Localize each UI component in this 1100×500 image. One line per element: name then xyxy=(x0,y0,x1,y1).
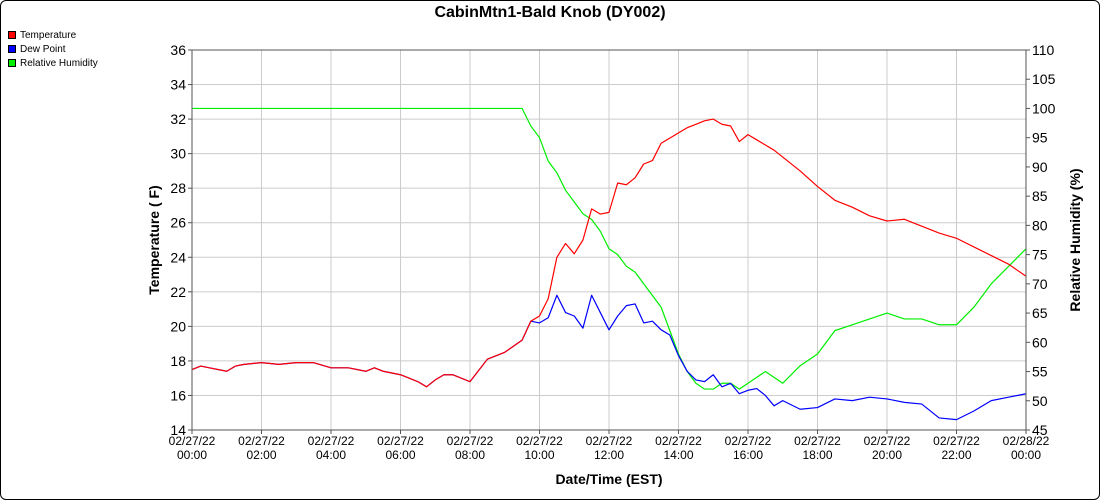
y-tick-label: 32 xyxy=(170,111,186,127)
y2-tick-label: 85 xyxy=(1032,188,1048,204)
x-tick-label-date: 02/27/22 xyxy=(725,434,772,448)
legend-label-dew-point: Dew Point xyxy=(20,43,66,55)
x-tick-label-time: 06:00 xyxy=(385,448,415,462)
y-tick-label: 16 xyxy=(170,387,186,403)
legend-item-temperature: Temperature xyxy=(8,28,98,42)
y2-axis-ticks: 45 50 55 60 65 70 75 80 85 90 95 100 105 110 xyxy=(1026,42,1056,438)
x-tick-label-time: 04:00 xyxy=(316,448,346,462)
x-axis-ticks: 02/27/2200:0002/27/2202:0002/27/2204:000… xyxy=(169,430,1050,462)
x-tick-label-time: 12:00 xyxy=(594,448,624,462)
y-tick-label: 30 xyxy=(170,146,186,162)
x-tick-label-time: 00:00 xyxy=(1011,448,1041,462)
y2-tick-label: 65 xyxy=(1032,305,1048,321)
x-tick-label-time: 14:00 xyxy=(663,448,693,462)
x-tick-label-time: 10:00 xyxy=(524,448,554,462)
x-tick-label-date: 02/27/22 xyxy=(169,434,216,448)
legend-item-relative-humidity: Relative Humidity xyxy=(8,56,98,70)
y2-tick-label: 90 xyxy=(1032,159,1048,175)
x-tick-label-time: 00:00 xyxy=(177,448,207,462)
chart-title: CabinMtn1-Bald Knob (DY002) xyxy=(434,4,666,21)
x-tick-label-date: 02/27/22 xyxy=(933,434,980,448)
x-tick-label-date: 02/27/22 xyxy=(377,434,424,448)
y-tick-label: 20 xyxy=(170,318,186,334)
x-tick-label-date: 02/27/22 xyxy=(238,434,285,448)
series-line-relative-humidity xyxy=(192,107,1027,390)
y2-tick-label: 70 xyxy=(1032,276,1048,292)
y2-tick-label: 110 xyxy=(1032,42,1055,58)
y2-tick-label: 105 xyxy=(1032,71,1056,87)
legend-swatch-temperature xyxy=(8,31,16,39)
y-tick-label: 34 xyxy=(170,77,186,93)
y-tick-label: 36 xyxy=(170,42,186,58)
y2-tick-label: 45 xyxy=(1032,422,1048,438)
x-tick-label-date: 02/28/22 xyxy=(1003,434,1050,448)
y-axis-title: Temperature ( F) xyxy=(146,185,162,294)
series-line-temperature xyxy=(191,118,1027,388)
legend-swatch-dew-point xyxy=(8,45,16,53)
x-tick-label-time: 08:00 xyxy=(455,448,485,462)
x-axis-title: Date/Time (EST) xyxy=(555,471,662,487)
y2-tick-label: 50 xyxy=(1032,393,1048,409)
y-axis-ticks: 14 16 18 20 22 24 26 28 30 32 34 36 xyxy=(170,42,192,438)
y2-tick-label: 95 xyxy=(1032,130,1048,146)
y-tick-label: 18 xyxy=(170,353,186,369)
y2-axis-title: Relative Humidity (%) xyxy=(1067,168,1083,311)
x-tick-label-time: 18:00 xyxy=(802,448,832,462)
y2-tick-label: 55 xyxy=(1032,364,1048,380)
x-tick-label-time: 22:00 xyxy=(941,448,971,462)
legend-swatch-relative-humidity xyxy=(8,59,16,67)
x-tick-label-time: 16:00 xyxy=(733,448,763,462)
legend-label-relative-humidity: Relative Humidity xyxy=(20,57,98,69)
grid xyxy=(191,49,1027,431)
x-tick-label-date: 02/27/22 xyxy=(516,434,563,448)
y2-tick-label: 75 xyxy=(1032,247,1048,263)
x-tick-label-date: 02/27/22 xyxy=(447,434,494,448)
y2-tick-label: 80 xyxy=(1032,217,1048,233)
y-tick-label: 26 xyxy=(170,215,186,231)
x-tick-label-date: 02/27/22 xyxy=(308,434,355,448)
y-tick-label: 22 xyxy=(170,284,186,300)
series-lines xyxy=(191,107,1027,421)
x-tick-label-date: 02/27/22 xyxy=(794,434,841,448)
y2-tick-label: 60 xyxy=(1032,334,1048,350)
y-tick-label: 14 xyxy=(170,422,186,438)
legend-item-dew-point: Dew Point xyxy=(8,42,98,56)
x-tick-label-time: 20:00 xyxy=(872,448,902,462)
x-tick-label-date: 02/27/22 xyxy=(655,434,702,448)
x-tick-label-date: 02/27/22 xyxy=(864,434,911,448)
x-tick-label-time: 02:00 xyxy=(246,448,276,462)
legend: Temperature Dew Point Relative Humidity xyxy=(8,28,98,70)
x-tick-label-date: 02/27/22 xyxy=(586,434,633,448)
y-tick-label: 24 xyxy=(170,249,186,265)
legend-label-temperature: Temperature xyxy=(20,29,77,41)
y2-tick-label: 100 xyxy=(1032,100,1056,116)
y-tick-label: 28 xyxy=(170,180,186,196)
